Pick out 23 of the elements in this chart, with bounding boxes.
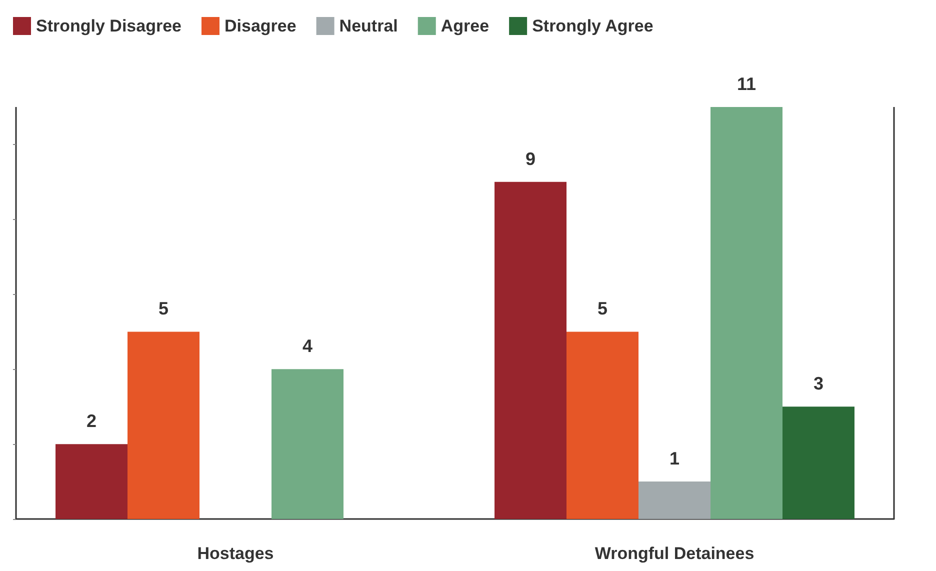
bar (566, 332, 638, 519)
data-label: 11 (736, 74, 756, 94)
data-label: 3 (813, 374, 824, 394)
bar (710, 107, 782, 519)
legend-label: Agree (440, 16, 490, 36)
legend-label: Strongly Agree (532, 16, 654, 36)
bar (494, 182, 567, 519)
bar (56, 444, 128, 519)
bar (638, 482, 710, 519)
data-label: 5 (597, 298, 608, 319)
legend-label: Disagree (224, 16, 296, 36)
data-label: 5 (158, 298, 169, 319)
x-tick-label: Wrongful Detainees (594, 544, 754, 563)
legend-label: Neutral (339, 16, 398, 36)
bar (272, 369, 344, 519)
x-tick-label: Hostages (197, 544, 274, 563)
data-label: 2 (86, 411, 97, 432)
bar (782, 406, 854, 519)
data-label: 9 (526, 148, 536, 169)
data-label: 4 (302, 336, 313, 356)
bar (128, 332, 200, 519)
legend-label: Strongly Disagree (36, 16, 182, 36)
data-label: 1 (669, 448, 680, 469)
